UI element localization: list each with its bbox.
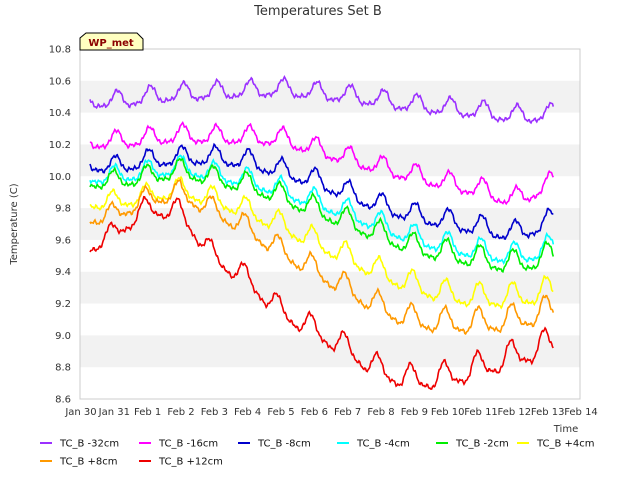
y-tick-label: 9.8: [55, 204, 71, 215]
plot-background-bands: [80, 49, 580, 399]
legend-label: TC_B -2cm: [455, 439, 509, 450]
legend: TC_B -32cm TC_B -16cm TC_B -8cm TC_B -4cm TC…: [40, 439, 595, 468]
series-line: [89, 178, 555, 335]
y-tick-label: 9.0: [55, 331, 71, 342]
x-tick-label: Feb 3: [201, 407, 228, 418]
series-line: [89, 195, 554, 390]
legend-label: TC_B +12cm: [158, 457, 223, 468]
x-tick-label: Feb 14: [564, 407, 598, 418]
x-tick-label: Feb 5: [267, 407, 294, 418]
plot-frame: [79, 48, 581, 400]
grid-band: [80, 335, 580, 368]
x-tick-label: Jan 31: [98, 407, 130, 418]
series-line: [89, 121, 555, 206]
x-axis-title: Time: [553, 424, 578, 435]
y-tick-label: 10.6: [49, 76, 71, 87]
y-tick-label: 10.0: [49, 172, 71, 183]
series-line: [89, 75, 555, 125]
y-tick-label: 10.4: [49, 108, 71, 119]
x-tick-label: Feb 11: [464, 407, 498, 418]
series-line: [89, 157, 555, 273]
legend-label: TC_B -32cm: [59, 439, 119, 450]
legend-label: TC_B +8cm: [59, 457, 118, 468]
x-tick-label: Feb 12: [498, 407, 532, 418]
y-tick-label: 8.8: [55, 363, 71, 374]
wp-met-badge: WP_met: [79, 32, 144, 51]
y-tick-label: 8.6: [55, 395, 71, 406]
x-tick-label: Feb 7: [334, 407, 361, 418]
x-tick-label: Feb 8: [367, 407, 394, 418]
x-tick-label: Feb 6: [301, 407, 328, 418]
legend-label: TC_B -4cm: [356, 439, 410, 450]
x-tick-label: Feb 2: [167, 407, 194, 418]
grid-band: [80, 80, 580, 113]
y-axis-title: Temperature (C): [9, 183, 20, 265]
x-tick-label: Feb 13: [531, 407, 565, 418]
y-tick-label: 9.4: [55, 267, 71, 278]
y-tick-label: 9.6: [55, 235, 71, 246]
legend-label: TC_B -8cm: [257, 439, 311, 450]
y-tick-label: 10.2: [49, 140, 71, 151]
chart-title: Temperatures Set B: [253, 4, 382, 19]
y-tick-label: 9.2: [55, 299, 71, 310]
x-axis-ticks: Jan 30 Jan 31 Feb 1 Feb 2 Feb 3 Feb 4 Feb 5 Feb…: [64, 407, 597, 418]
grid-band: [80, 144, 580, 177]
y-axis-ticks: 8.6 8.8 9.0 9.2 9.4 9.6 9.8 10.0 10.2 10.4 10.6 10.…: [49, 45, 71, 406]
series-lines: [89, 75, 555, 390]
x-tick-label: Feb 4: [234, 407, 261, 418]
x-tick-label: Jan 30: [64, 407, 96, 418]
series-line: [89, 154, 555, 266]
series-line: [89, 175, 554, 310]
wp-met-badge-label: WP_met: [88, 38, 134, 49]
series-line: [89, 142, 554, 240]
legend-label: TC_B +4cm: [536, 439, 595, 450]
x-tick-label: Feb 10: [431, 407, 465, 418]
x-tick-label: Feb 9: [401, 407, 428, 418]
legend-label: TC_B -16cm: [158, 439, 218, 450]
y-tick-label: 10.8: [49, 45, 71, 56]
x-tick-label: Feb 1: [134, 407, 161, 418]
